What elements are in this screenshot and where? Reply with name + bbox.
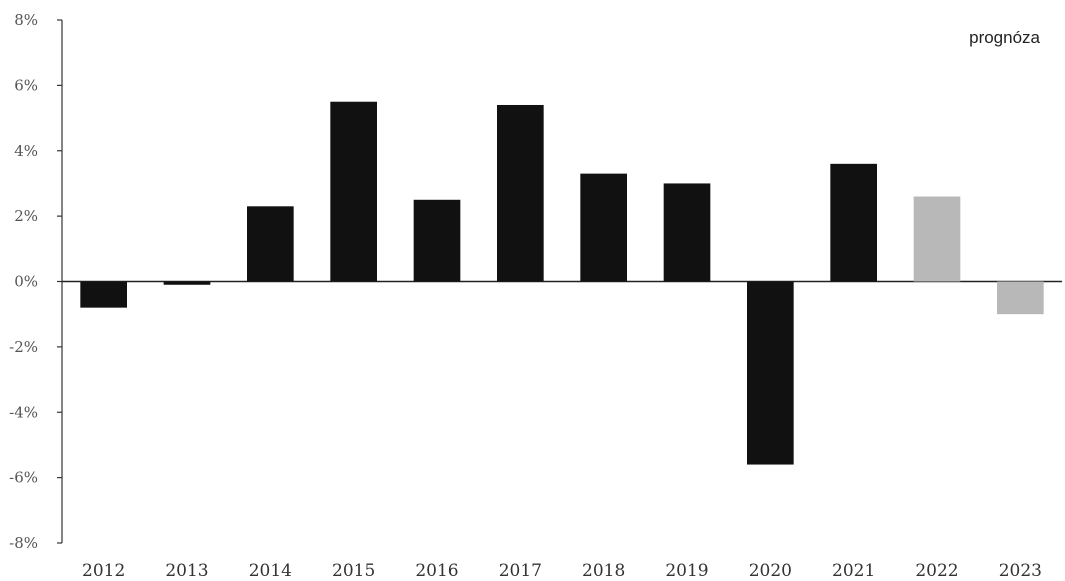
x-tick-label: 2016 (415, 561, 458, 581)
forecast-annotation: prognóza (969, 28, 1040, 47)
bar-2012 (80, 281, 127, 308)
y-tick-label: -6% (9, 469, 38, 487)
y-tick-label: -4% (9, 403, 38, 421)
x-axis-labels: 2012 2013 2014 2015 2016 2017 2018 2019 2020 2021… (82, 561, 1042, 581)
x-tick-label: 2023 (999, 561, 1042, 581)
x-tick-label: 2019 (665, 561, 708, 581)
bar-2019 (663, 183, 711, 282)
x-tick-label: 2022 (915, 561, 958, 581)
bar-2023 (997, 281, 1044, 315)
bar-2014 (247, 206, 294, 282)
bar-2021 (830, 163, 877, 282)
bar-2017 (497, 104, 544, 282)
y-tick-label: 6% (14, 76, 38, 94)
x-tick-label: 2014 (249, 561, 292, 581)
bars (80, 101, 1044, 465)
y-tick-label: -8% (9, 534, 38, 552)
x-tick-label: 2020 (749, 561, 792, 581)
y-tick-label: 4% (14, 142, 38, 160)
x-tick-label: 2012 (82, 561, 125, 581)
x-tick-label: 2015 (332, 561, 375, 581)
x-tick-label: 2013 (165, 561, 208, 581)
y-tick-label: 8% (14, 11, 38, 29)
bar-2016 (413, 199, 461, 282)
bar-2015 (330, 101, 377, 282)
bar-2020 (747, 281, 794, 465)
bar-2018 (580, 173, 627, 282)
bar-2013 (163, 281, 211, 285)
y-tick-label: 2% (14, 207, 38, 225)
x-tick-label: 2017 (499, 561, 542, 581)
bar-2022 (913, 196, 961, 282)
y-tick-label: -2% (9, 338, 38, 356)
x-tick-label: 2021 (832, 561, 875, 581)
y-axis: -8% -6% -4% -2% 0% 2% 4% 6% 8% (9, 11, 1062, 552)
x-tick-label: 2018 (582, 561, 625, 581)
y-tick-label: 0% (14, 273, 38, 291)
